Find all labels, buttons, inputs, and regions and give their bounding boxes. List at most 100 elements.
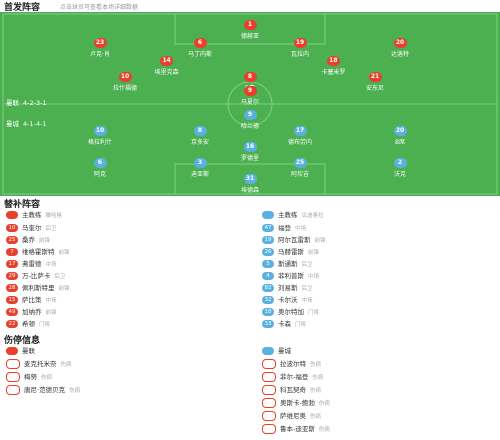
player[interactable]: 9 哈兰德: [215, 110, 285, 130]
sub-number: 49: [6, 308, 18, 316]
injuries-title: 伤停信息: [4, 336, 41, 346]
sub-number: 82: [262, 284, 274, 292]
sub-pos: 门将: [295, 322, 307, 328]
player[interactable]: 16 罗德里: [215, 142, 285, 162]
sub-row[interactable]: 19 阿尔瓦雷斯 前锋: [262, 234, 326, 246]
sub-row[interactable]: 7 维格霍斯特 前锋: [6, 246, 70, 258]
player-number: 31: [243, 174, 257, 184]
player[interactable]: 20 B席: [365, 126, 435, 146]
player-number: 19: [293, 38, 307, 48]
player[interactable]: 21 安东尼: [340, 72, 410, 92]
sub-name: 维格霍斯特: [22, 248, 55, 256]
player-number: 21: [368, 72, 382, 82]
player[interactable]: 10 格拉利什: [65, 126, 135, 146]
player[interactable]: 10 拉什福德: [90, 72, 160, 92]
player[interactable]: 6 马丁内斯: [165, 38, 235, 58]
player[interactable]: 25 阿坎吉: [265, 158, 335, 178]
sub-row[interactable]: 17 弗雷德 中场: [6, 258, 57, 270]
team-icon: [6, 347, 18, 355]
sub-row[interactable]: 29 万-比萨卡 后卫: [6, 270, 65, 282]
sub-row[interactable]: 47 福登 中场: [262, 222, 306, 234]
player-name: 卢克·肖: [90, 51, 110, 58]
player[interactable]: 23 卢克·肖: [65, 38, 135, 58]
sub-name: 萨比策: [22, 296, 42, 304]
sub-row[interactable]: 10 马奎尔 后卫: [6, 222, 57, 234]
sub-row[interactable]: 33 卡森 门将: [262, 318, 306, 330]
sub-number: 29: [6, 272, 18, 280]
injury-name: 唐尼·范德贝克: [24, 386, 66, 394]
player[interactable]: 6 阿克: [65, 158, 135, 178]
sub-number: 7: [6, 248, 18, 256]
sub-name: 桑乔: [22, 236, 35, 244]
injury-row: 鲁本-迪亚斯 伤病: [262, 423, 330, 435]
player-name: 卡塞米罗: [321, 69, 346, 76]
sub-name: 刘易斯: [278, 284, 298, 292]
sub-number: 33: [262, 320, 274, 328]
injury-status: 伤病: [310, 362, 322, 368]
player[interactable]: 3 迪亚斯: [165, 158, 235, 178]
injury-icon: [262, 372, 276, 382]
sub-number: 5: [262, 260, 274, 268]
injury-team: 曼联: [6, 345, 35, 357]
sub-name: 福登: [278, 224, 291, 232]
player[interactable]: 1 德赫亚: [215, 20, 285, 40]
player-name: 沃克: [393, 171, 406, 178]
sub-row[interactable]: 82 刘易斯 后卫: [262, 282, 313, 294]
player-name: B席: [394, 139, 406, 146]
sub-pos: 前锋: [58, 250, 70, 256]
sub-row[interactable]: 49 加纳乔 前锋: [6, 306, 57, 318]
injury-row: 拉波尔特 伤病: [262, 358, 321, 370]
sub-row[interactable]: 5 斯通斯 后卫: [262, 258, 313, 270]
player-name: 阿克: [93, 171, 106, 178]
sub-name: 卡尔沃: [278, 296, 298, 304]
injury-icon: [6, 359, 20, 369]
sub-row[interactable]: 18 奥尔特加 门将: [262, 306, 319, 318]
player-number: 20: [393, 126, 407, 136]
player-name: 瓦拉内: [290, 51, 309, 58]
sub-number: 15: [6, 296, 18, 304]
sub-row[interactable]: 28 佩利斯特里 前锋: [6, 282, 70, 294]
player[interactable]: 31 埃德森: [215, 174, 285, 194]
injury-status: 伤病: [310, 388, 322, 394]
sub-row[interactable]: 4 菲利普斯 中场: [262, 270, 319, 282]
sub-row[interactable]: 26 马赫雷斯 前锋: [262, 246, 319, 258]
injury-status: 伤病: [318, 427, 330, 433]
sub-row[interactable]: 22 希顿 门将: [6, 318, 50, 330]
injury-name: 梅努: [24, 373, 37, 381]
team-name: 曼联: [6, 99, 19, 107]
player[interactable]: 2 沃克: [365, 158, 435, 178]
player-name: 罗德里: [240, 155, 259, 162]
player[interactable]: 19 瓦拉内: [265, 38, 335, 58]
sub-name: 万-比萨卡: [22, 272, 51, 280]
sub-name: 希顿: [22, 320, 35, 328]
player[interactable]: 14 埃里克森: [132, 56, 202, 76]
player-name: 迪亚斯: [190, 171, 209, 178]
sub-pos: 前锋: [45, 310, 57, 316]
sub-row[interactable]: 32 卡尔沃 中场: [262, 294, 313, 306]
injury-name: 鲁本-迪亚斯: [280, 425, 315, 433]
injury-icon: [262, 385, 276, 395]
sub-row[interactable]: 15 萨比策 中场: [6, 294, 57, 306]
sub-number: 18: [262, 308, 274, 316]
formation: 4-1-4-1: [23, 120, 47, 128]
player[interactable]: 8 京多安: [165, 126, 235, 146]
injury-icon: [262, 424, 276, 434]
injury-row: 唐尼·范德贝克 伤病: [6, 384, 80, 396]
player-name: 格拉利什: [87, 139, 112, 146]
sub-number: 17: [6, 260, 18, 268]
player[interactable]: 20 达洛特: [365, 38, 435, 58]
injury-name: 麦克托米奈: [24, 360, 57, 368]
player[interactable]: 9 马夏尔: [215, 86, 285, 106]
player[interactable]: 17 德布劳内: [265, 126, 335, 146]
injury-name: 菲尔-福登: [280, 373, 309, 381]
sub-number: 22: [6, 320, 18, 328]
sub-name: 阿尔瓦雷斯: [278, 236, 311, 244]
subtitle: 点击球员可查看本场详细数据: [60, 4, 139, 11]
injury-icon: [6, 372, 20, 382]
sub-name: 菲利普斯: [278, 272, 304, 280]
player-number: 14: [160, 56, 174, 66]
injury-row: 菲尔-福登 伤病: [262, 371, 323, 383]
sub-row[interactable]: 25 桑乔 前锋: [6, 234, 50, 246]
player[interactable]: 18 卡塞米罗: [298, 56, 368, 76]
injury-icon: [262, 411, 276, 421]
